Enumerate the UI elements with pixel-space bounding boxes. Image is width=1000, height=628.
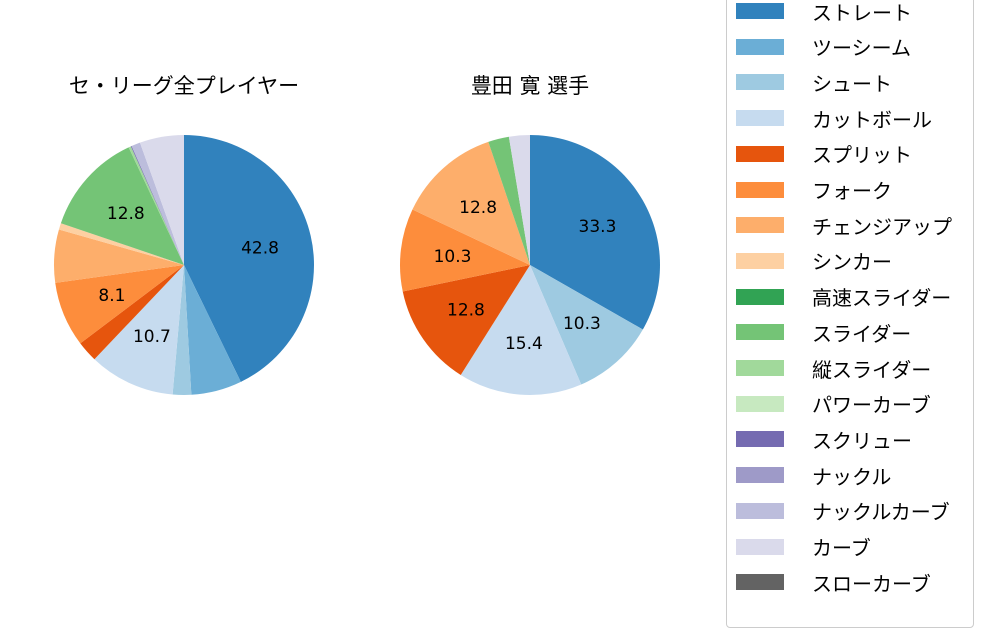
pie-slice (139, 135, 184, 265)
slice-label: 10.3 (434, 247, 472, 267)
legend-item: スライダー (736, 320, 912, 346)
slice-label: 33.3 (579, 217, 617, 237)
pie-slice (80, 265, 184, 360)
legend-swatch (736, 574, 784, 591)
legend-item: スプリット (736, 142, 912, 168)
legend-item: 高速スライダー (736, 285, 952, 311)
pie-slice (530, 265, 643, 385)
pie-slice (184, 135, 314, 382)
legend-item: フォーク (736, 178, 892, 203)
legend-swatch (736, 38, 784, 55)
legend-item: スクリュー (736, 427, 912, 453)
legend-label: スクリュー (812, 428, 912, 453)
pie-slice (128, 146, 184, 265)
legend-item: シュート (736, 70, 892, 96)
legend-swatch (736, 3, 784, 19)
legend-label: ストレート (812, 0, 912, 25)
legend-label: スローカーブ (812, 571, 931, 596)
legend-label: ツーシーム (812, 36, 911, 61)
legend-label: スプリット (812, 143, 912, 168)
legend-swatch (736, 145, 784, 162)
legend-label: カットボール (812, 107, 932, 132)
pie-slice (58, 223, 184, 265)
legend-swatch (736, 324, 784, 341)
legend-item: スローカーブ (736, 570, 931, 596)
legend-item: ナックル (736, 463, 892, 489)
legend-item: ツーシーム (736, 35, 911, 61)
legend-item: シンカー (736, 249, 892, 275)
slice-label: 8.1 (98, 286, 125, 306)
legend-label: 縦スライダー (812, 357, 932, 382)
legend-label: チェンジアップ (812, 214, 952, 239)
pie-slice (54, 229, 184, 283)
pie-slice (400, 209, 530, 292)
legend-item: チェンジアップ (736, 213, 952, 239)
legend-item: パワーカーブ (736, 392, 931, 418)
slice-label: 15.4 (505, 334, 543, 354)
legend-label: パワーカーブ (812, 393, 931, 418)
slice-label: 12.8 (459, 198, 497, 218)
legend-label: シュート (812, 71, 892, 96)
legend-swatch (736, 431, 784, 448)
pie-slice (530, 135, 660, 330)
slice-label: 42.8 (241, 239, 279, 259)
pie-slice (55, 265, 184, 344)
slice-label: 10.3 (563, 314, 601, 334)
pie-slice (184, 265, 241, 395)
slice-label: 12.8 (107, 204, 145, 224)
legend-swatch (736, 538, 784, 555)
legend-swatch (736, 502, 784, 519)
legend-swatch (736, 288, 784, 305)
pie-slice (460, 265, 582, 395)
pie-slice (488, 136, 530, 265)
legend-item: 縦スライダー (736, 356, 932, 382)
legend-swatch (736, 74, 784, 91)
legend-swatch (736, 181, 784, 198)
legend-swatch (736, 110, 784, 127)
slice-label: 12.8 (447, 301, 485, 321)
pie-slice (60, 147, 184, 265)
legend-swatch (736, 395, 784, 412)
legend-swatch (736, 217, 784, 234)
right-pie-title: 豊田 寛 選手 (470, 74, 590, 98)
legend-swatch (736, 360, 784, 376)
legend-label: カーブ (812, 536, 871, 560)
pie-slice (131, 142, 184, 265)
legend-swatch (736, 467, 784, 484)
legend: ストレートツーシームシュートカットボール スプリットフォークチェンジアップ シンカー… (726, 0, 974, 628)
pie-slice (94, 265, 184, 395)
pie-slice (412, 141, 530, 265)
right-pie: 33.3 10.3 15.4 12.8 10.3 12.8 (400, 135, 660, 395)
legend-label: ナックル (812, 464, 892, 489)
legend-item: カーブ (736, 535, 871, 560)
legend-item: ストレート (736, 0, 912, 25)
legend-swatch (736, 252, 784, 269)
legend-label: ナックルカーブ (812, 500, 950, 525)
slice-label: 10.7 (133, 327, 171, 347)
left-pie-title: セ・リーグ全プレイヤー (68, 74, 300, 98)
pie-slice (402, 265, 530, 376)
pie-slice (508, 135, 530, 265)
legend-item: カットボール (736, 106, 932, 132)
pie-slice (172, 265, 192, 396)
legend-label: 高速スライダー (812, 286, 952, 311)
pie-slice (130, 146, 184, 265)
left-pie: 42.8 10.7 8.1 12.8 (54, 135, 314, 396)
legend-label: スライダー (812, 321, 912, 346)
pie-charts: 42.8 10.7 8.1 12.8 33.3 10.3 15.4 12.8 10.3 12.8 (54, 135, 660, 396)
legend-label: シンカー (812, 250, 892, 275)
legend-label: フォーク (812, 179, 892, 203)
legend-item: ナックルカーブ (736, 499, 950, 525)
